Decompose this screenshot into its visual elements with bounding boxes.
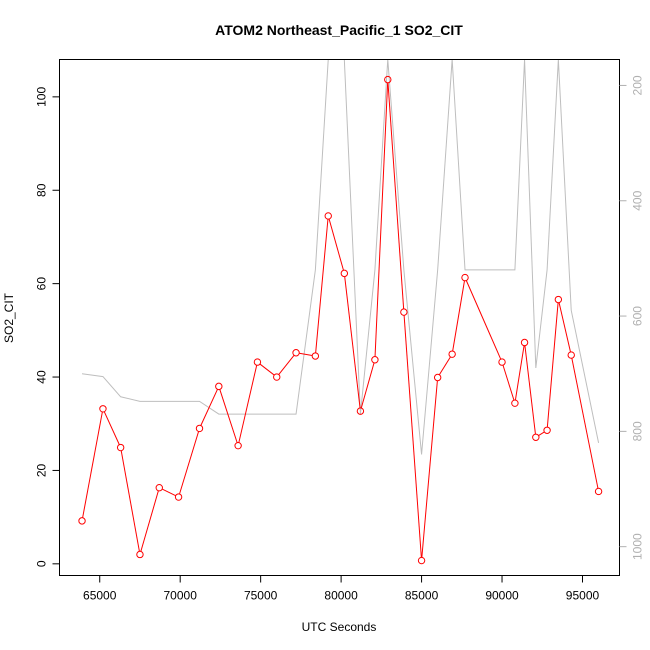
so2-line-segment (421, 380, 438, 558)
y-axis-label: SO2_CIT (2, 292, 16, 343)
y-tick-label: 20 (35, 463, 49, 477)
so2-point (174, 493, 183, 501)
so2-line-segment (259, 363, 275, 376)
so2-line-segment (200, 389, 218, 426)
so2-line-segment (546, 302, 559, 428)
so2-point (594, 487, 603, 496)
so2-line-segment (403, 315, 422, 558)
so2-point (253, 358, 262, 366)
y-tick-label: 100 (35, 87, 49, 107)
right-axis-series (81, 59, 600, 455)
y-tick-label: 40 (35, 370, 49, 384)
so2-point (384, 75, 392, 84)
so2-line-segment (374, 82, 389, 357)
x-axis-label: UTC Seconds (302, 620, 377, 634)
so2-point (554, 295, 563, 304)
so2-line-segment (502, 364, 515, 401)
so2-line-segment (219, 389, 238, 443)
so2-line-segment (524, 345, 536, 435)
so2-point (356, 407, 365, 415)
chart-title: ATOM2 Northeast_Pacific_1 SO2_CIT (215, 22, 463, 38)
y2-tick-label: 200 (631, 75, 645, 95)
so2-line-segment (103, 411, 120, 445)
so2-point (567, 351, 575, 359)
so2-line-segment (538, 431, 545, 437)
so2-point (311, 352, 320, 360)
so2-line-segment (558, 302, 571, 353)
x-tick-label: 85000 (405, 589, 439, 603)
so2-line-segment (360, 362, 375, 409)
so2-line-segment (465, 280, 502, 360)
x-tick-label: 95000 (566, 589, 600, 603)
so2-point (448, 350, 456, 358)
so2-point (511, 399, 519, 407)
right-axis: 200 400 600 800 1000 (619, 75, 645, 560)
so2-point (99, 405, 107, 413)
so2-point (136, 550, 144, 559)
x-axis: 65000 70000 75000 80000 85000 90000 95000 (83, 575, 600, 603)
so2-point (340, 269, 349, 278)
x-tick-label: 75000 (244, 589, 278, 603)
so2-line-segment (514, 345, 525, 401)
x-tick-label: 70000 (164, 589, 198, 603)
so2-point (400, 308, 408, 316)
y2-tick-label: 1000 (631, 533, 645, 560)
so2-line-segment (278, 354, 295, 375)
so2-line-segment (344, 276, 361, 409)
x-tick-label: 65000 (83, 589, 117, 603)
so2-point (417, 556, 426, 565)
so2-point (371, 356, 379, 364)
so2-line-segment (452, 280, 465, 352)
y-tick-label: 60 (35, 277, 49, 291)
y2-tick-label: 600 (631, 306, 645, 326)
so2-point (433, 373, 442, 382)
so2-point (195, 424, 204, 433)
y-tick-label: 80 (35, 183, 49, 197)
so2-point (155, 484, 163, 492)
so2-series (78, 75, 603, 565)
right-axis-series-line (81, 59, 600, 455)
so2-point (543, 426, 551, 434)
so2-line-segment (571, 358, 599, 489)
x-tick-label: 80000 (324, 589, 358, 603)
so2-point (292, 349, 300, 357)
y2-tick-label: 800 (631, 421, 645, 441)
so2-point (324, 212, 332, 220)
y-axis: 0 20 40 60 80 100 (35, 87, 60, 567)
plot-frame (59, 59, 620, 576)
so2-point (532, 433, 540, 441)
so2-point (116, 443, 125, 452)
so2-line-segment (238, 365, 258, 443)
so2-line-segment (299, 352, 313, 356)
so2-line-segment (315, 219, 329, 353)
so2-line-segment (387, 82, 405, 309)
so2-line-segment (140, 490, 159, 552)
so2-point (520, 338, 529, 347)
so2-line-segment (438, 356, 451, 376)
so2-point (498, 358, 506, 366)
so2-line-segment (120, 450, 140, 552)
so2-point (461, 273, 469, 282)
so2-point (273, 373, 281, 381)
so2-line-segment (161, 488, 176, 497)
so2-line-segment (179, 431, 200, 495)
y-tick-label: 0 (35, 560, 49, 567)
so2-line-segment (82, 411, 103, 518)
x-tick-label: 90000 (485, 589, 519, 603)
so2-line-segment (328, 218, 344, 271)
so2-point (234, 441, 242, 450)
y2-tick-label: 400 (631, 190, 645, 210)
so2-point (78, 517, 86, 525)
so2-point (215, 382, 223, 391)
